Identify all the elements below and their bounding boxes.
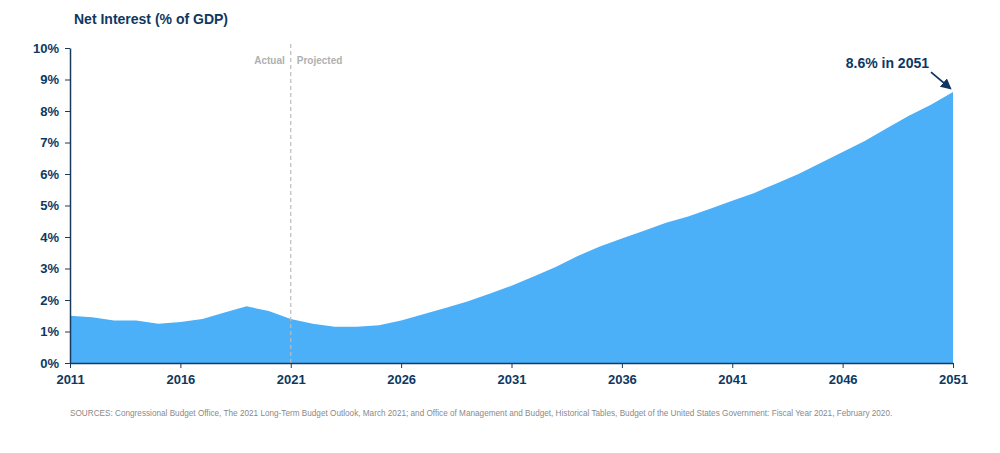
y-tick-mark	[65, 269, 70, 270]
y-tick-mark	[65, 206, 70, 207]
source: SOURCES: Congressional Budget Office, Th…	[70, 409, 892, 418]
y-tick-mark	[65, 332, 70, 333]
x-tick-mark	[953, 363, 954, 368]
x-tick-label: 2031	[498, 372, 527, 387]
y-tick: 6%	[40, 167, 70, 182]
x-tick-label: 2041	[718, 372, 747, 387]
x-tick-mark	[843, 363, 844, 368]
x-tick-label: 2016	[166, 372, 195, 387]
x-tick: 2026	[387, 363, 416, 387]
x-tick: 2031	[498, 363, 527, 387]
annotation-text: 8.6% in 2051	[846, 55, 929, 71]
x-tick: 2051	[939, 363, 968, 387]
y-tick-label: 3%	[40, 261, 59, 276]
y-tick: 5%	[40, 198, 70, 213]
x-tick-label: 2026	[387, 372, 416, 387]
x-tick-mark	[180, 363, 181, 368]
x-tick-mark	[70, 363, 71, 368]
y-tick-label: 5%	[40, 198, 59, 213]
x-tick-label: 2036	[608, 372, 637, 387]
y-tick: 10%	[33, 41, 70, 56]
x-axis: 2011 2016 2021 2026 2031 2036 2041 2046 2051	[56, 363, 968, 387]
y-tick: 4%	[40, 230, 70, 245]
x-tick-mark	[622, 363, 623, 368]
area	[70, 92, 953, 363]
plot-area	[70, 92, 953, 363]
x-tick-label: 2011	[56, 372, 84, 387]
chart-title: Net Interest (% of GDP)	[74, 11, 228, 27]
y-tick-mark	[65, 174, 70, 175]
y-tick: 8%	[40, 104, 70, 119]
y-tick-mark	[65, 237, 70, 238]
y-tick-mark	[65, 300, 70, 301]
x-tick-label: 2051	[939, 372, 968, 387]
y-tick-label: 10%	[33, 41, 59, 56]
y-tick-mark	[65, 143, 70, 144]
x-tick: 2046	[829, 363, 858, 387]
y-tick-mark	[65, 80, 70, 81]
y-tick: 7%	[40, 135, 70, 150]
divider-label: Actual	[254, 55, 285, 66]
y-axis: 0% 1% 2% 3% 4% 5% 6% 7% 8% 9% 10%	[33, 41, 71, 371]
y-tick-label: 8%	[40, 104, 59, 119]
x-tick: 2011	[56, 363, 84, 387]
y-tick-mark	[65, 363, 70, 364]
y-tick: 9%	[40, 72, 70, 87]
chart: Net Interest (% of GDP) Actual Projected 0%…	[0, 0, 1000, 453]
x-tick-label: 2021	[277, 372, 306, 387]
x-tick: 2036	[608, 363, 637, 387]
x-tick: 2041	[718, 363, 747, 387]
annotation: 8.6% in 2051	[846, 55, 950, 88]
y-tick: 1%	[40, 324, 70, 339]
y-tick-label: 1%	[40, 324, 59, 339]
annotation-arrow	[931, 72, 950, 88]
x-tick-mark	[401, 363, 402, 368]
y-tick-mark	[65, 48, 70, 49]
y-tick-label: 6%	[40, 167, 59, 182]
y-tick-label: 0%	[40, 356, 59, 371]
y-tick-label: 9%	[40, 72, 59, 87]
y-tick-mark	[65, 111, 70, 112]
divider-line	[290, 44, 291, 363]
x-tick-mark	[512, 363, 513, 368]
x-tick-mark	[291, 363, 292, 368]
x-tick-mark	[732, 363, 733, 368]
x-tick: 2016	[166, 363, 195, 387]
x-tick-label: 2046	[829, 372, 858, 387]
y-tick-label: 4%	[40, 230, 59, 245]
y-tick-label: 2%	[40, 293, 59, 308]
divider-label: Projected	[297, 55, 343, 66]
y-tick: 0%	[40, 356, 70, 371]
y-tick: 2%	[40, 293, 70, 308]
y-tick-label: 7%	[40, 135, 59, 150]
y-tick: 3%	[40, 261, 70, 276]
x-tick: 2021	[277, 363, 306, 387]
divider: Actual Projected	[254, 44, 342, 363]
